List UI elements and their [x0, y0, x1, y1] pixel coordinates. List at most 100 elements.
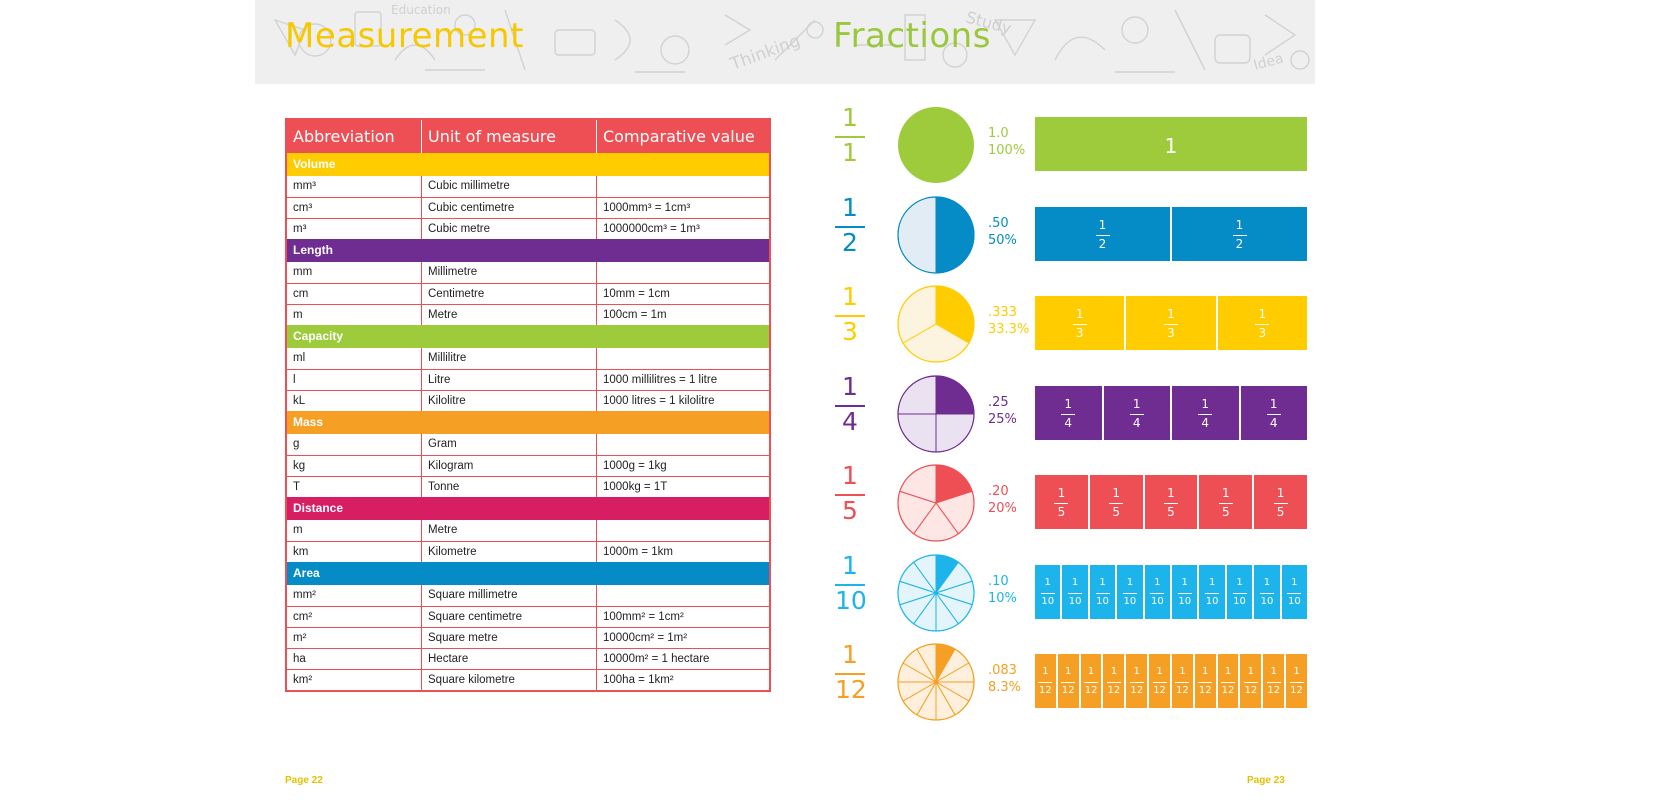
segment-line: [1038, 682, 1053, 683]
cell-abbreviation: cm: [287, 284, 422, 304]
segment-denominator: 5: [1167, 505, 1175, 519]
segment-numerator: 1: [1154, 576, 1161, 588]
bar-segment: 1 10: [1279, 564, 1308, 619]
segment-denominator: 10: [1096, 595, 1109, 607]
segment-numerator: 1: [1133, 666, 1140, 677]
page-label-left: Page 22: [285, 775, 323, 786]
fraction-decimal: .10: [988, 573, 1009, 589]
segment-line: [1152, 682, 1167, 683]
segment-denominator: 10: [1287, 595, 1301, 607]
segment-line: [1198, 682, 1213, 683]
fraction-pie: [897, 285, 975, 363]
segment-denominator: 10: [1123, 595, 1137, 607]
cell-abbreviation: m: [287, 305, 422, 325]
table-row: m³ Cubic metre 1000000cm³ = 1m³: [287, 218, 769, 239]
table-row: m Metre: [287, 520, 769, 541]
segment-denominator: 4: [1269, 415, 1278, 430]
cell-comparative: [597, 262, 769, 283]
segment-denominator: 2: [1098, 236, 1107, 251]
fraction-bar-line: [835, 315, 865, 317]
section-header-mass: Mass: [287, 411, 769, 434]
header-abbreviation: Abbreviation: [287, 120, 422, 153]
fraction-bar-line: [835, 136, 865, 138]
segment-numerator: 1: [1164, 134, 1178, 158]
segment-denominator: 10: [1178, 595, 1192, 607]
segment-numerator: 1: [1099, 576, 1106, 588]
cell-abbreviation: g: [287, 434, 422, 455]
bar-segment: 1 12: [1124, 654, 1148, 708]
cell-abbreviation: mm³: [287, 176, 422, 197]
segment-line: [1129, 413, 1144, 415]
pie-outline: [897, 195, 975, 274]
section-header-area: Area: [287, 562, 769, 585]
cell-abbreviation: m: [287, 520, 422, 541]
bar-segment: 1 10: [1087, 564, 1116, 619]
table-row: g Gram: [287, 434, 769, 455]
segment-line: [1084, 682, 1099, 683]
cell-comparative: [597, 348, 769, 369]
segment-line: [1198, 413, 1213, 415]
bar-segment: 1 12: [1261, 654, 1285, 708]
fraction-bar-line: [835, 673, 865, 675]
segment-numerator: 1: [1236, 576, 1243, 588]
segment-denominator: 4: [1201, 415, 1210, 430]
fraction-decimal: .50: [988, 215, 1009, 231]
bar-segment: 1 10: [1060, 564, 1088, 619]
segment-line: [1150, 592, 1165, 594]
cell-unit: Metre: [422, 520, 597, 541]
cell-unit: Square centimetre: [422, 607, 597, 627]
cell-comparative: 1000mm³ = 1cm³: [603, 202, 691, 214]
cell-comparative: 1000m = 1km: [603, 546, 673, 558]
page-label-right: Page 23: [1247, 775, 1285, 786]
segment-numerator: 1: [1202, 666, 1209, 677]
segment-numerator: 1: [1247, 666, 1255, 677]
segment-denominator: 12: [1153, 685, 1166, 696]
segment-denominator: 10: [1041, 595, 1055, 607]
fraction-pie: [898, 107, 974, 183]
segment-numerator: 1: [1156, 666, 1163, 677]
table-row: mm Millimetre: [287, 262, 769, 283]
table-row: cm² Square centimetre 100mm² = 1cm²: [287, 606, 769, 627]
segment-numerator: 1: [1291, 576, 1298, 588]
segment-denominator: 3: [1167, 326, 1175, 340]
segment-numerator: 1: [1110, 666, 1118, 677]
segment-line: [1068, 592, 1083, 594]
table-row: cm Centimetre 10mm = 1cm: [287, 283, 769, 304]
fraction-pie: [897, 374, 975, 453]
cell-unit: Litre: [422, 370, 597, 390]
fraction-denominator: 1: [842, 138, 858, 167]
fraction-numerator: 1: [842, 640, 858, 669]
cell-abbreviation: m³: [287, 219, 422, 239]
cell-comparative: 1000kg = 1T: [603, 481, 668, 493]
segment-denominator: 12: [1176, 685, 1189, 696]
segment-numerator: 1: [1293, 666, 1300, 677]
pie-outline: [897, 374, 975, 453]
section-header-distance: Distance: [287, 497, 769, 520]
cell-comparative: 100ha = 1km²: [603, 674, 674, 686]
fraction-percent: 20%: [988, 501, 1017, 516]
segment-line: [1289, 682, 1304, 683]
fraction-numerator: 1: [842, 461, 858, 490]
cell-unit: Square millimetre: [422, 585, 597, 606]
segment-line: [1175, 682, 1190, 683]
cell-abbreviation: cm³: [287, 198, 422, 218]
segment-line: [1163, 503, 1178, 504]
segment-line: [1061, 413, 1076, 415]
segment-line: [1205, 592, 1220, 594]
cell-abbreviation: l: [287, 370, 422, 390]
segment-line: [1106, 682, 1121, 683]
segment-numerator: 1: [1075, 307, 1084, 321]
segment-denominator: 12: [1221, 685, 1235, 696]
segment-line: [1072, 324, 1087, 325]
segment-denominator: 5: [1057, 505, 1066, 519]
segment-line: [1287, 592, 1302, 594]
segment-numerator: 1: [1044, 576, 1051, 588]
segment-numerator: 1: [1235, 217, 1244, 232]
